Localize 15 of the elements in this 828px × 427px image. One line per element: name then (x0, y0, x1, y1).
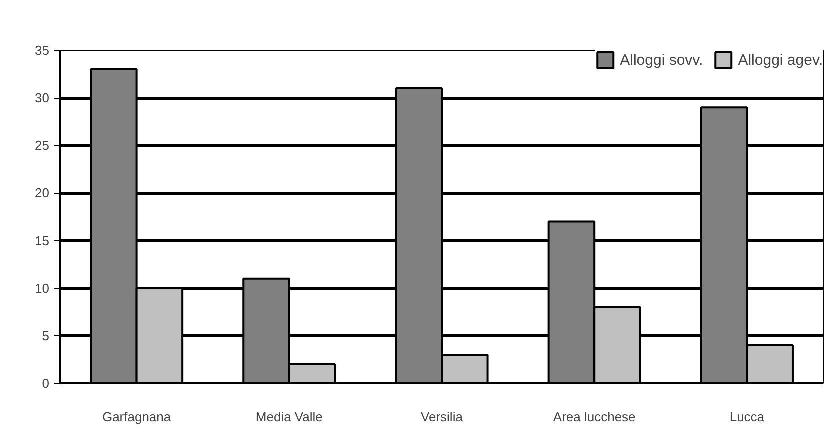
x-tick-label: Versilia (421, 410, 464, 424)
legend-label: Alloggi sovv. (620, 52, 704, 68)
y-tick-label: 15 (35, 233, 50, 248)
y-tick-label: 10 (35, 280, 50, 296)
y-tick-label: 30 (35, 90, 50, 106)
y-tick-label: 35 (35, 43, 50, 58)
x-tick-label: Garfagnana (102, 410, 172, 424)
x-tick-label: Lucca (730, 410, 766, 424)
x-tick-label: Area lucchese (553, 410, 636, 424)
x-tick-label: Media Valle (256, 410, 323, 424)
y-tick-label: 5 (42, 328, 50, 344)
y-tick-label: 25 (35, 138, 50, 154)
y-tick-label: 0 (42, 376, 50, 391)
y-tick-label: 20 (35, 186, 50, 201)
legend-label: Alloggi agev. (738, 52, 823, 68)
